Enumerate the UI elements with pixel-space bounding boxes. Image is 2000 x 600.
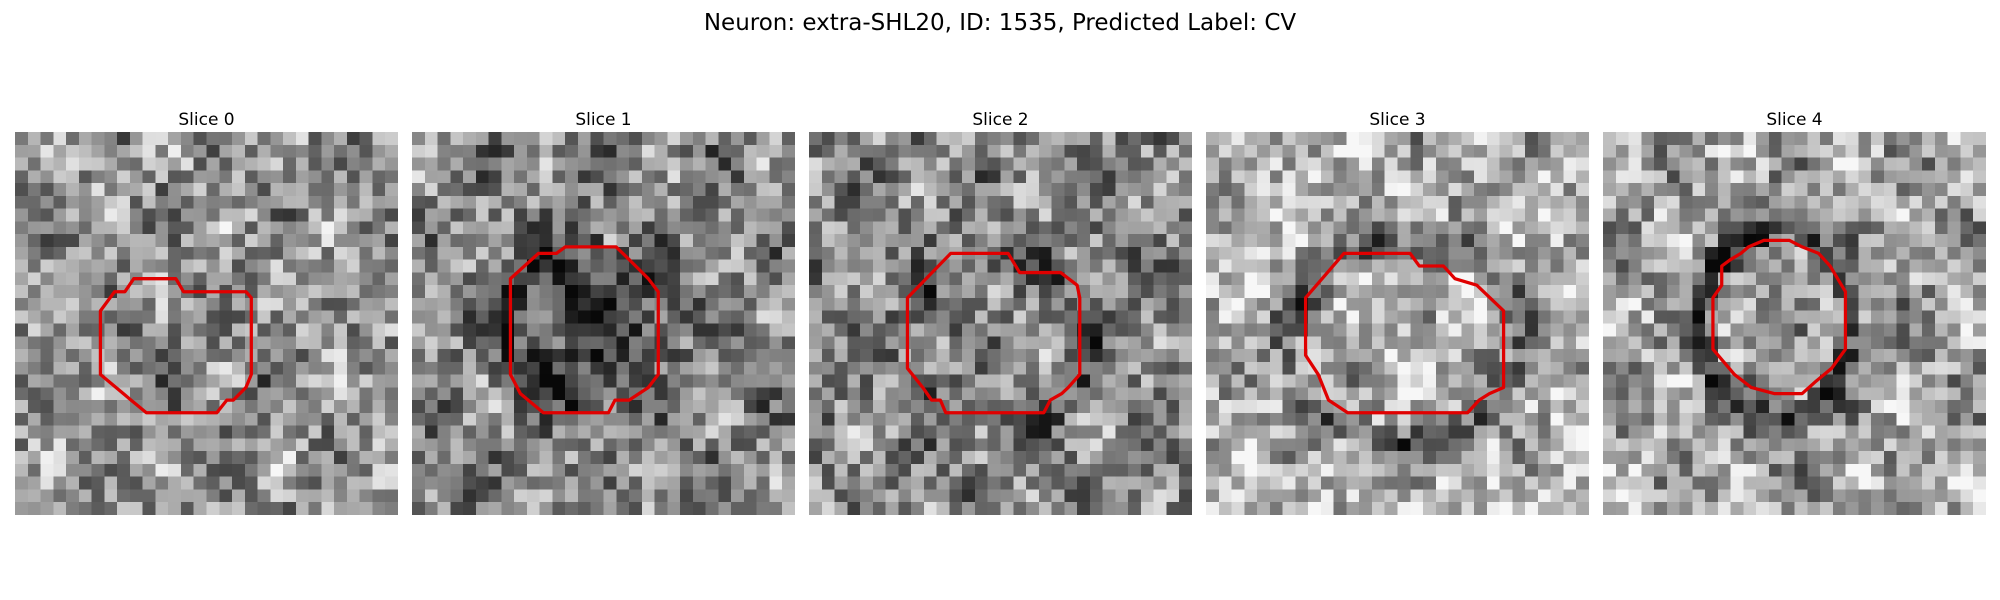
microscopy-image: [15, 132, 398, 515]
slice-image-canvas: [1603, 132, 1986, 515]
microscopy-image: [1603, 132, 1986, 515]
slice-panel-2: Slice 2: [809, 108, 1192, 515]
slice-image-canvas: [412, 132, 795, 515]
slice-title: Slice 2: [972, 110, 1029, 130]
slice-panel-3: Slice 3: [1206, 108, 1589, 515]
microscopy-image: [1206, 132, 1589, 515]
microscopy-image: [809, 132, 1192, 515]
slice-panel-1: Slice 1: [412, 108, 795, 515]
segmentation-outline: [1303, 251, 1506, 415]
segmentation-outline: [98, 277, 253, 415]
slice-image-canvas: [1206, 132, 1589, 515]
slice-image-canvas: [15, 132, 398, 515]
figure-title: Neuron: extra-SHL20, ID: 1535, Predicted…: [703, 10, 1297, 36]
microscopy-image: [412, 132, 795, 515]
slice-title: Slice 3: [1369, 110, 1426, 130]
slice-panel-0: Slice 0: [15, 108, 398, 515]
segmentation-outline: [508, 245, 660, 415]
slice-title: Slice 4: [1766, 110, 1823, 130]
segmentation-outline: [905, 251, 1082, 415]
segmentation-outline: [1711, 238, 1848, 396]
slice-image-canvas: [809, 132, 1192, 515]
slice-title: Slice 0: [178, 110, 235, 130]
slice-title: Slice 1: [575, 110, 632, 130]
slice-panel-4: Slice 4: [1603, 108, 1986, 515]
